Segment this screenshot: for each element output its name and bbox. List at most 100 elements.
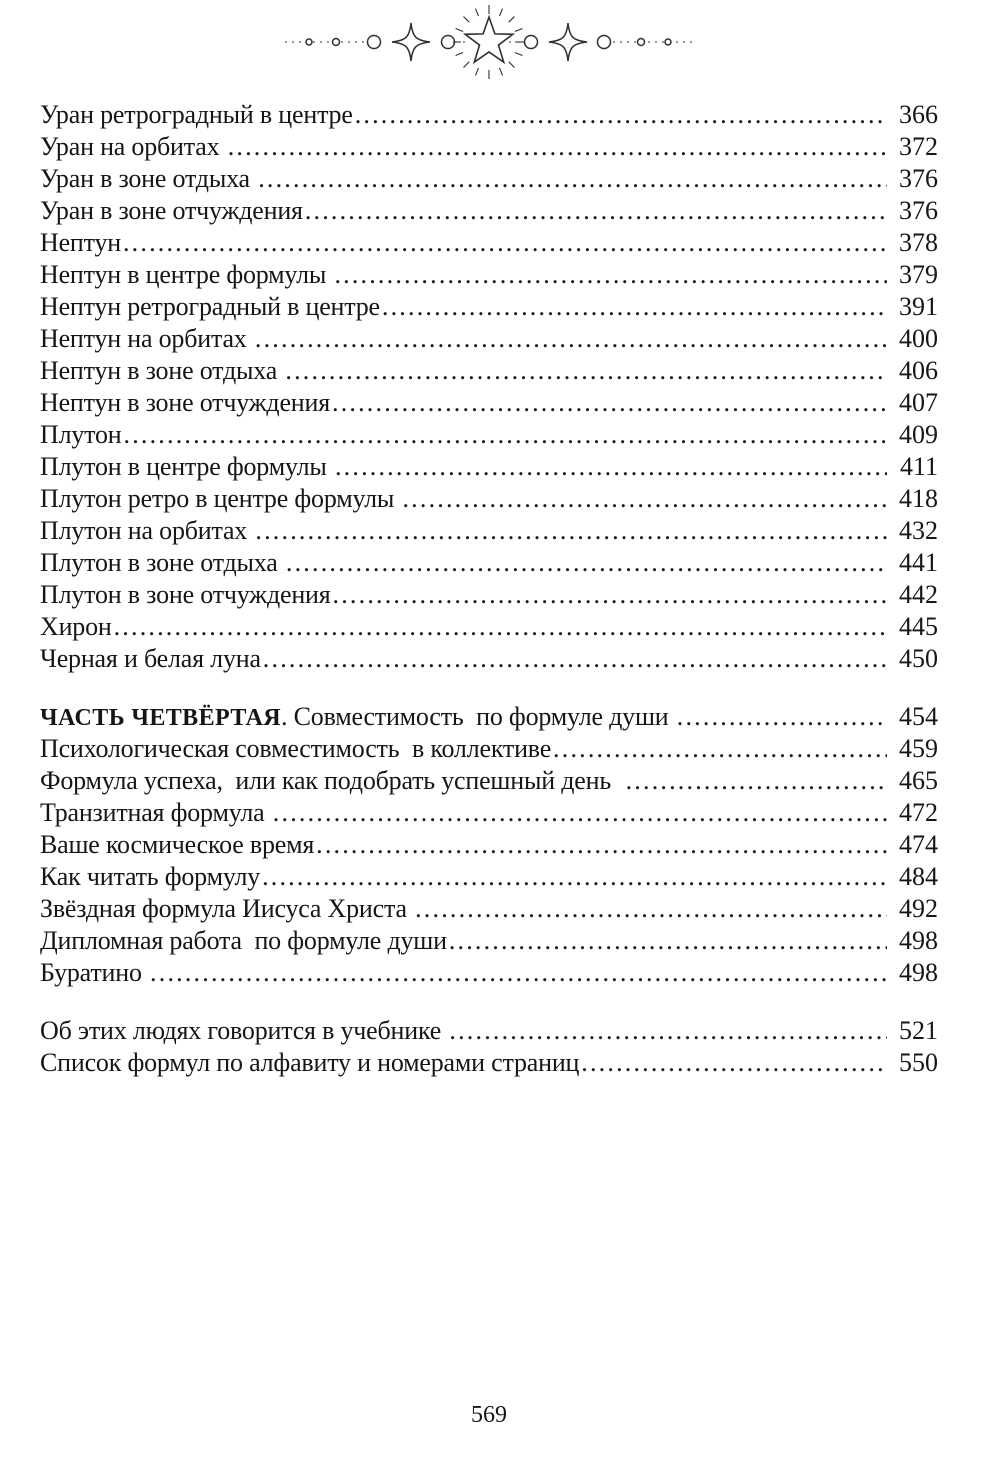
- sparkle-icon: [548, 22, 588, 62]
- toc-entry-title: Черная и белая луна: [40, 644, 261, 673]
- toc-row: Об этих людях говорится в учебнике .....…: [40, 1015, 938, 1047]
- toc-entry-title: Плутон в центре формулы: [40, 452, 333, 481]
- toc-entry-title: Плутон ретро в центре формулы: [40, 484, 401, 513]
- toc-entry-title: Плутон на орбитах: [40, 516, 254, 545]
- toc-leader-dots: ........................................…: [262, 862, 887, 891]
- toc-leader-dots: ........................................…: [334, 260, 887, 289]
- toc-entry-page: 418: [899, 484, 938, 513]
- toc-entry-page: 474: [899, 830, 938, 859]
- toc-row: Плутон в зоне отчуждения................…: [40, 579, 938, 611]
- left-dotted-line: [285, 37, 365, 47]
- star-burst-icon: [453, 5, 525, 79]
- toc-leader-dots: ........................................…: [334, 452, 887, 481]
- toc-leader-dots: ........................................…: [676, 702, 887, 731]
- toc-entry-title: Хирон: [40, 612, 112, 641]
- toc-entry-title: Психологическая совместимость в коллекти…: [40, 734, 552, 763]
- toc-entry-title: Нептун на орбитах: [40, 324, 253, 353]
- toc-row: Как читать формулу......................…: [40, 861, 938, 893]
- toc-leader-dots: ........................................…: [123, 420, 888, 449]
- toc-entry-title: Звёздная формула Иисуса Христа: [40, 894, 414, 923]
- toc-entry-page: 400: [899, 324, 938, 353]
- toc-entry-page: 498: [899, 926, 938, 955]
- toc-entry-title: Транзитная формула: [40, 798, 271, 827]
- toc-entry-title: . Совместимость по формуле души: [281, 702, 675, 731]
- toc-entry-title: Плутон: [40, 420, 122, 449]
- toc-row: Буратино ...............................…: [40, 957, 938, 989]
- toc-row: Ваше космическое время..................…: [40, 829, 938, 861]
- toc-leader-dots: ........................................…: [402, 484, 887, 513]
- toc-row: Психологическая совместимость в коллекти…: [40, 733, 938, 765]
- toc-entry-page: 379: [899, 260, 938, 289]
- toc-leader-dots: ........................................…: [254, 324, 887, 353]
- toc-leader-dots: ........................................…: [272, 798, 887, 827]
- toc-leader-dots: ........................................…: [415, 894, 887, 923]
- toc-entry-page: 465: [899, 766, 938, 795]
- toc-entry-title: Плутон в зоне отчуждения: [40, 580, 331, 609]
- toc-row: Черная и белая луна.....................…: [40, 643, 938, 675]
- toc-entry-page: 411: [899, 452, 938, 481]
- toc-part-label: ЧАСТЬ ЧЕТВЁРТАЯ: [40, 705, 282, 731]
- toc-leader-dots: ........................................…: [285, 356, 887, 385]
- toc-entry-page: 409: [899, 420, 938, 449]
- right-dotted-line: [613, 37, 693, 47]
- toc-leader-dots: ........................................…: [227, 132, 887, 161]
- table-of-contents: Уран ретроградный в центре..............…: [40, 99, 938, 1079]
- toc-leader-dots: ........................................…: [381, 292, 887, 321]
- toc-leader-dots: ........................................…: [553, 734, 887, 763]
- toc-row: Нептун в центре формулы ................…: [40, 259, 938, 291]
- toc-row: Плутон в зоне отдыха ...................…: [40, 547, 938, 579]
- toc-entry-title: Плутон в зоне отдыха: [40, 548, 284, 577]
- toc-entry-title: Уран в зоне отчуждения: [40, 196, 303, 225]
- toc-entry-page: 391: [899, 292, 938, 321]
- toc-row: Формула успеха, или как подобрать успешн…: [40, 765, 938, 797]
- toc-entry-title: Уран на орбитах: [40, 132, 226, 161]
- toc-entry-page: 366: [899, 100, 938, 129]
- toc-leader-dots: ........................................…: [581, 1048, 887, 1077]
- toc-leader-dots: ........................................…: [304, 196, 887, 225]
- toc-leader-dots: ........................................…: [258, 164, 887, 193]
- toc-leader-dots: ........................................…: [354, 100, 887, 129]
- toc-leader-dots: ........................................…: [150, 958, 887, 987]
- toc-leader-dots: ........................................…: [262, 644, 887, 673]
- toc-row: Уран ретроградный в центре..............…: [40, 99, 938, 131]
- toc-leader-dots: ........................................…: [113, 612, 887, 641]
- toc-row: Уран в зоне отчуждения..................…: [40, 195, 938, 227]
- toc-entry-title: Уран в зоне отдыха: [40, 164, 257, 193]
- toc-section: Об этих людях говорится в учебнике .....…: [40, 1015, 938, 1079]
- circle-ornament: [596, 34, 612, 50]
- toc-leader-dots: ........................................…: [316, 830, 887, 859]
- toc-leader-dots: ........................................…: [285, 548, 887, 577]
- toc-entry-page: 550: [899, 1048, 938, 1077]
- toc-row: Список формул по алфавиту и номерами стр…: [40, 1047, 938, 1079]
- toc-entry-title: Дипломная работа по формуле души: [40, 926, 447, 955]
- toc-entry-title: Как читать формулу: [40, 862, 261, 891]
- toc-entry-page: 492: [899, 894, 938, 923]
- toc-leader-dots: ........................................…: [332, 388, 887, 417]
- toc-leader-dots: ........................................…: [448, 926, 887, 955]
- toc-row: Хирон...................................…: [40, 611, 938, 643]
- toc-row: Плутон на орбитах ......................…: [40, 515, 938, 547]
- toc-entry-page: 442: [899, 580, 938, 609]
- toc-leader-dots: ........................................…: [255, 516, 887, 545]
- toc-entry-page: 472: [899, 798, 938, 827]
- toc-leader-dots: ........................................…: [122, 228, 887, 257]
- toc-entry-page: 459: [899, 734, 938, 763]
- toc-row: ЧАСТЬ ЧЕТВЁРТАЯ. Совместимость по формул…: [40, 701, 938, 733]
- toc-row: Нептун ретроградный в центре............…: [40, 291, 938, 323]
- toc-entry-title: Уран ретроградный в центре: [40, 100, 353, 129]
- toc-entry-title: Список формул по алфавиту и номерами стр…: [40, 1048, 580, 1077]
- toc-entry-title: Нептун в центре формулы: [40, 260, 333, 289]
- toc-entry-page: 378: [899, 228, 938, 257]
- toc-row: Плутон ретро в центре формулы ..........…: [40, 483, 938, 515]
- page-footer: 569: [40, 1402, 938, 1429]
- toc-entry-page: 372: [899, 132, 938, 161]
- toc-entry-title: Нептун в зоне отдыха: [40, 356, 284, 385]
- toc-row: Нептун в зоне отчуждения................…: [40, 387, 938, 419]
- toc-entry-page: 376: [899, 164, 938, 193]
- toc-entry-page: 407: [899, 388, 938, 417]
- toc-entry-title: Нептун ретроградный в центре: [40, 292, 380, 321]
- toc-leader-dots: ........................................…: [332, 580, 887, 609]
- toc-entry-page: 432: [899, 516, 938, 545]
- toc-row: Транзитная формула .....................…: [40, 797, 938, 829]
- toc-row: Нептун на орбитах ......................…: [40, 323, 938, 355]
